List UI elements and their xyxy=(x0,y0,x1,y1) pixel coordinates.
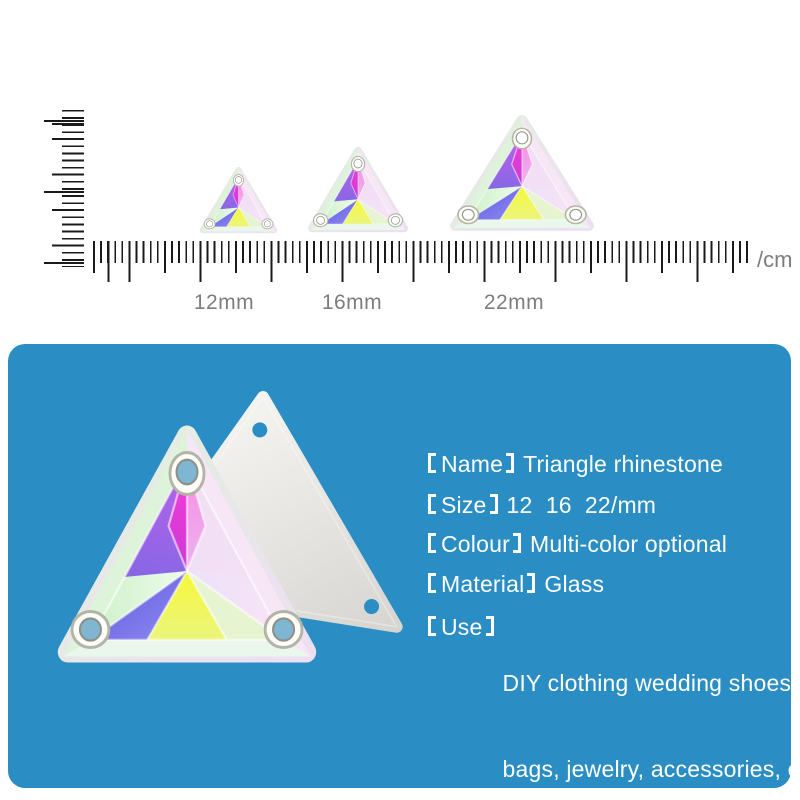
back-plate-hole-right xyxy=(364,599,380,615)
spec-label: Use xyxy=(441,614,483,640)
bracket-right-icon xyxy=(489,494,498,514)
bracket-left-icon xyxy=(428,453,436,473)
spec-value: Multi-color optional xyxy=(529,531,727,557)
rhinestone-22mm xyxy=(443,110,601,236)
ruler-unit-label: /cm xyxy=(757,247,793,272)
spec-row-use: Use DIY clothing wedding shoes bags, jew… xyxy=(428,613,800,800)
bracket-left-icon xyxy=(428,494,436,514)
spec-value: 12 16 22/mm xyxy=(506,492,657,518)
bracket-right-icon xyxy=(527,573,536,593)
bracket-left-icon xyxy=(428,573,436,593)
spec-value: Glass xyxy=(544,571,605,597)
info-panel: Name Triangle rhinestone Size 12 16 22/mm … xyxy=(8,344,800,788)
spec-label: Name xyxy=(441,451,504,477)
size-label-12mm: 12mm xyxy=(193,291,255,314)
horizontal-ruler xyxy=(93,241,753,282)
spec-label: Size xyxy=(441,492,487,518)
vertical-ruler xyxy=(44,110,84,267)
spec-row-colour: Colour Multi-color optional xyxy=(428,530,727,558)
spec-value: DIY clothing wedding shoes bags, jewelry… xyxy=(503,613,800,800)
bracket-left-icon xyxy=(428,533,436,553)
spec-label: Material xyxy=(441,571,525,597)
size-label-16mm: 16mm xyxy=(321,291,383,314)
rhinestone-front-view xyxy=(45,415,329,673)
rhinestone-16mm xyxy=(303,143,413,236)
bracket-right-icon xyxy=(506,453,515,473)
spec-value-line1: DIY clothing wedding shoes xyxy=(502,670,792,696)
bracket-right-icon xyxy=(485,616,494,636)
spec-row-material: Material Glass xyxy=(428,570,604,598)
spec-label: Colour xyxy=(441,531,510,557)
size-label-22mm: 22mm xyxy=(483,291,545,314)
spec-value-line2: bags, jewelry, accessories, etc. xyxy=(502,756,800,782)
spec-row-name: Name Triangle rhinestone xyxy=(428,450,723,478)
bracket-right-icon xyxy=(512,533,521,553)
spec-value: Triangle rhinestone xyxy=(523,451,723,477)
spec-row-size: Size 12 16 22/mm xyxy=(428,491,656,519)
bracket-left-icon xyxy=(428,616,436,636)
vertical-ruler-ticks-long xyxy=(44,110,84,267)
horizontal-ruler-ticks-long xyxy=(93,241,753,282)
rhinestone-12mm xyxy=(196,164,281,236)
back-plate-hole-top xyxy=(252,422,268,438)
